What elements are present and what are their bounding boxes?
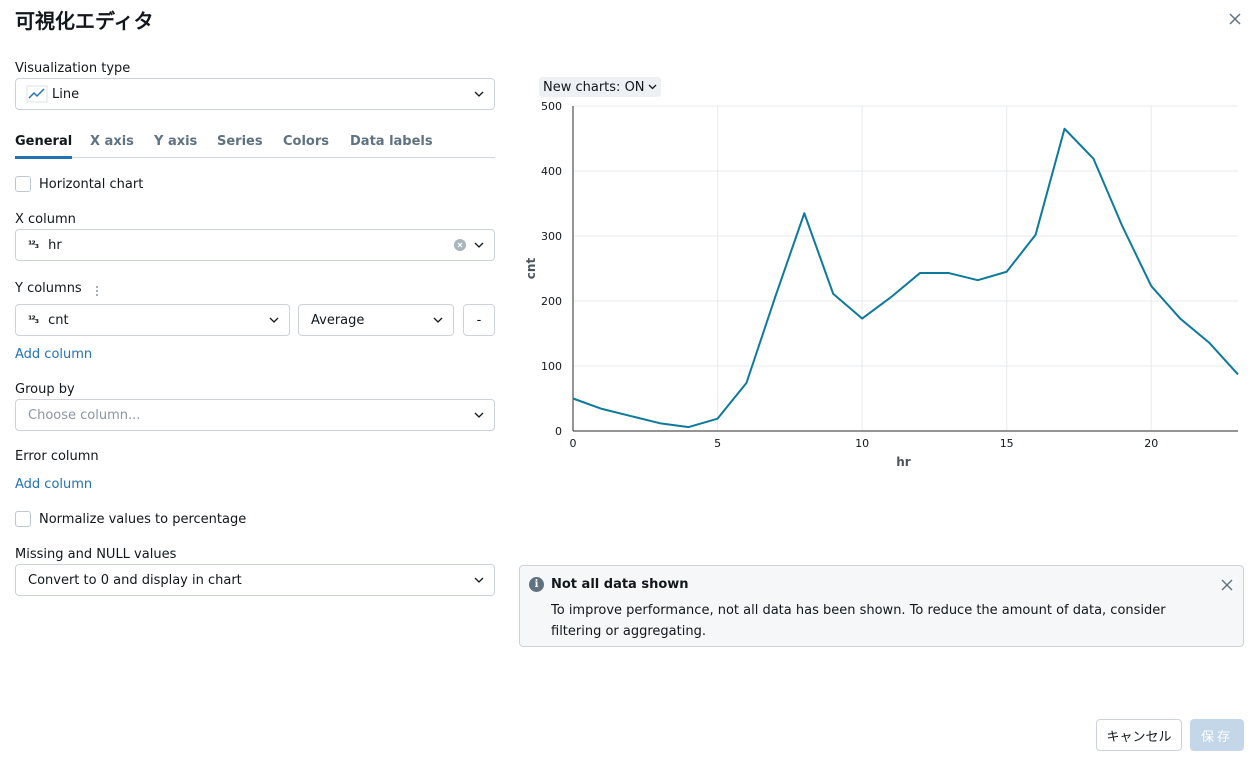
- add-error-column-link[interactable]: Add column: [15, 477, 93, 492]
- x-tick-label: 5: [714, 437, 721, 450]
- viz-type-value: Line: [52, 86, 80, 102]
- missing-values-label: Missing and NULL values: [15, 547, 177, 562]
- chevron-down-icon: [267, 313, 281, 327]
- viz-type-select[interactable]: Line: [15, 78, 495, 110]
- chevron-down-icon: [431, 313, 445, 327]
- y-tick-label: 400: [541, 165, 562, 178]
- chevron-down-icon: [472, 573, 486, 587]
- chevron-down-icon: [472, 87, 486, 101]
- line-chart-icon: [26, 85, 48, 103]
- tab-x-axis[interactable]: X axis: [90, 134, 134, 149]
- error-column-label: Error column: [15, 449, 99, 464]
- y-tick-label: 0: [555, 425, 562, 438]
- editor-tabs: General X axis Y axis Series Colors Data…: [15, 132, 495, 159]
- y-tick-label: 100: [541, 360, 562, 373]
- chevron-down-icon: [648, 84, 656, 90]
- horizontal-chart-checkbox[interactable]: [15, 176, 31, 192]
- close-icon: [1221, 579, 1233, 591]
- aggregation-select[interactable]: Average: [298, 304, 454, 336]
- info-icon: i: [529, 577, 544, 592]
- new-charts-toggle[interactable]: New charts: ON: [539, 77, 661, 97]
- x-column-label: X column: [15, 212, 76, 227]
- x-tick-label: 0: [570, 437, 577, 450]
- y-column-value: cnt: [48, 312, 69, 328]
- tab-general[interactable]: General: [15, 134, 73, 159]
- group-by-placeholder: Choose column...: [28, 407, 141, 423]
- alert-message: To improve performance, not all data has…: [551, 603, 1166, 639]
- x-column-value: hr: [48, 237, 62, 253]
- numeric-type-icon: ¹²₃: [28, 239, 39, 251]
- x-axis-title: hr: [896, 455, 911, 469]
- missing-values-select[interactable]: Convert to 0 and display in chart: [15, 564, 495, 596]
- tab-series[interactable]: Series: [217, 134, 263, 149]
- x-column-select[interactable]: ¹²₃ hr: [15, 229, 495, 261]
- x-tick-label: 15: [1000, 437, 1014, 450]
- y-column-select[interactable]: ¹²₃ cnt: [15, 304, 290, 336]
- series-line-cnt: [572, 127, 1239, 429]
- remove-y-column-button[interactable]: -: [463, 304, 495, 336]
- cancel-button[interactable]: キャンセル: [1096, 719, 1182, 751]
- y-tick-label: 300: [541, 230, 562, 243]
- x-tick-label: 10: [855, 437, 869, 450]
- normalize-checkbox[interactable]: [15, 511, 31, 527]
- data-truncation-alert: i Not all data shown To improve performa…: [519, 565, 1244, 647]
- alert-title: Not all data shown: [551, 577, 689, 592]
- y-tick-label: 200: [541, 295, 562, 308]
- clear-icon[interactable]: [454, 239, 466, 251]
- normalize-label: Normalize values to percentage: [39, 511, 247, 527]
- chevron-down-icon: [472, 238, 486, 252]
- chevron-down-icon: [472, 408, 486, 422]
- y-axis-title: cnt: [524, 258, 538, 280]
- viz-type-label: Visualization type: [15, 61, 131, 76]
- line-chart: 0 100 200 300 400 500 0 5 10 15 20 hr cnt: [524, 100, 1239, 469]
- tab-data-labels[interactable]: Data labels: [350, 134, 433, 149]
- horizontal-chart-option[interactable]: Horizontal chart: [15, 176, 143, 192]
- tab-colors[interactable]: Colors: [283, 134, 330, 149]
- x-tick-label: 20: [1144, 437, 1158, 450]
- group-by-select[interactable]: Choose column...: [15, 399, 495, 431]
- tab-y-axis[interactable]: Y axis: [154, 134, 198, 149]
- aggregation-value: Average: [311, 312, 365, 328]
- close-icon: [1229, 13, 1241, 25]
- add-y-column-link[interactable]: Add column: [15, 347, 93, 362]
- y-columns-label: Y columns: [15, 281, 82, 296]
- alert-close-button[interactable]: [1217, 575, 1237, 595]
- new-charts-label: New charts: ON: [543, 79, 645, 95]
- horizontal-chart-label: Horizontal chart: [39, 176, 144, 192]
- dialog-title: 可視化エディタ: [15, 9, 154, 33]
- group-by-label: Group by: [15, 382, 75, 397]
- numeric-type-icon: ¹²₃: [28, 314, 39, 326]
- y-tick-label: 500: [541, 100, 562, 113]
- save-button[interactable]: 保存: [1190, 719, 1244, 751]
- missing-values-value: Convert to 0 and display in chart: [28, 572, 242, 588]
- normalize-option[interactable]: Normalize values to percentage: [15, 511, 246, 527]
- drag-handle-icon[interactable]: [95, 282, 99, 301]
- close-dialog-button[interactable]: [1222, 6, 1248, 32]
